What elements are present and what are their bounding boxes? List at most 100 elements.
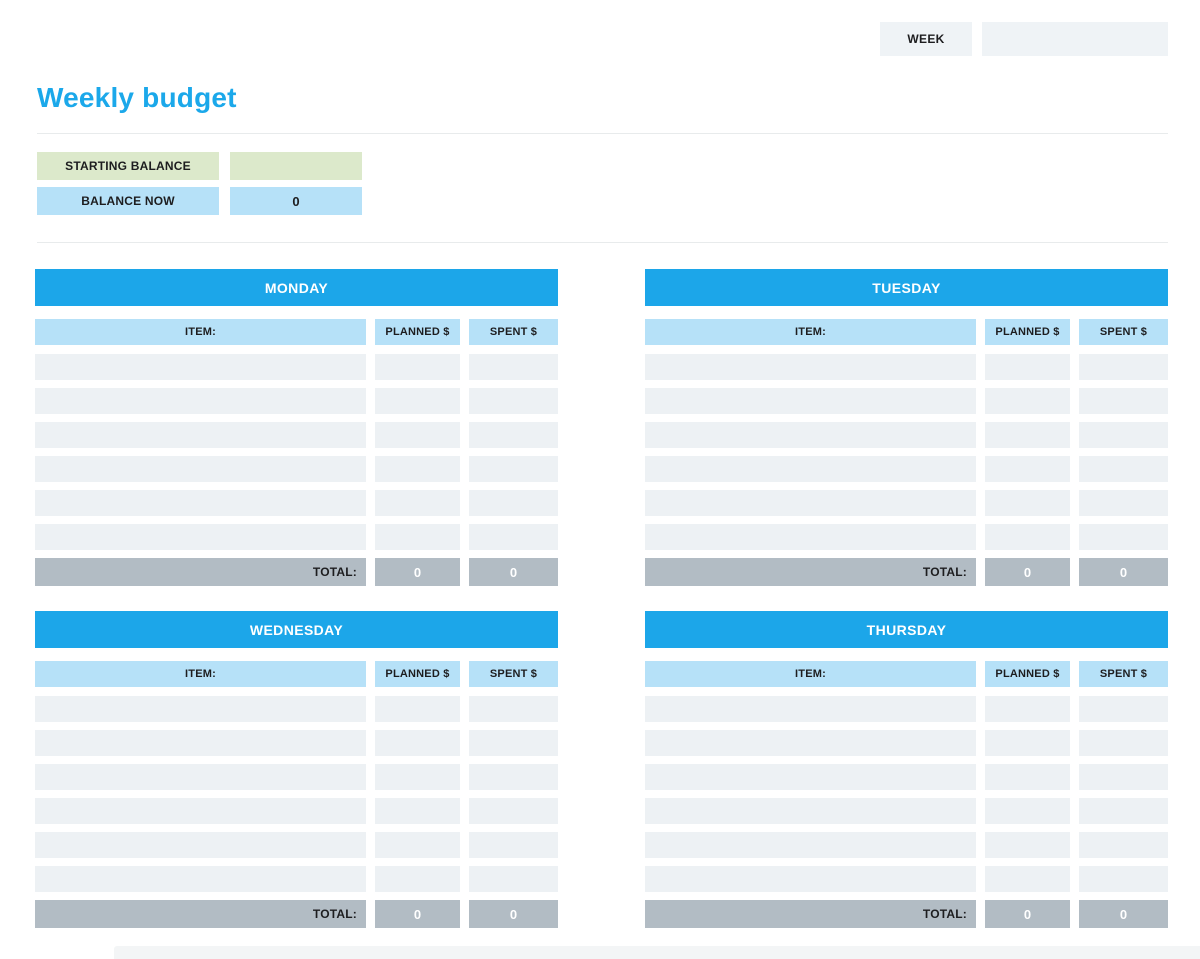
item-cell[interactable] xyxy=(645,832,976,858)
spent-cell[interactable] xyxy=(1079,798,1168,824)
item-cell[interactable] xyxy=(35,422,366,448)
item-cell[interactable] xyxy=(35,490,366,516)
item-cell[interactable] xyxy=(35,524,366,550)
planned-cell[interactable] xyxy=(985,798,1070,824)
spent-cell[interactable] xyxy=(1079,490,1168,516)
item-cell[interactable] xyxy=(645,866,976,892)
planned-cell[interactable] xyxy=(375,422,460,448)
balance-now-value: 0 xyxy=(230,187,362,215)
spent-cell[interactable] xyxy=(469,354,558,380)
item-cell[interactable] xyxy=(35,354,366,380)
planned-cell[interactable] xyxy=(985,422,1070,448)
item-cell[interactable] xyxy=(35,866,366,892)
spent-cell[interactable] xyxy=(1079,730,1168,756)
planned-column-header: PLANNED $ xyxy=(985,661,1070,687)
day-table-tuesday: TUESDAY ITEM: PLANNED $ SPENT $ TOTAL: 0… xyxy=(645,269,1168,586)
planned-cell[interactable] xyxy=(985,866,1070,892)
item-cell[interactable] xyxy=(645,456,976,482)
item-cell[interactable] xyxy=(645,798,976,824)
day-header-wednesday: WEDNESDAY xyxy=(35,611,558,648)
item-cell[interactable] xyxy=(35,456,366,482)
planned-cell[interactable] xyxy=(985,388,1070,414)
spent-total: 0 xyxy=(1079,558,1168,586)
item-cell[interactable] xyxy=(35,730,366,756)
spent-cell[interactable] xyxy=(469,456,558,482)
item-cell[interactable] xyxy=(645,696,976,722)
item-cell[interactable] xyxy=(35,388,366,414)
spent-cell[interactable] xyxy=(1079,866,1168,892)
spent-cell[interactable] xyxy=(469,422,558,448)
planned-cell[interactable] xyxy=(985,764,1070,790)
item-cell[interactable] xyxy=(645,354,976,380)
spent-cell[interactable] xyxy=(1079,524,1168,550)
planned-cell[interactable] xyxy=(375,866,460,892)
spent-cell[interactable] xyxy=(1079,388,1168,414)
planned-cell[interactable] xyxy=(375,388,460,414)
item-cell[interactable] xyxy=(645,388,976,414)
entry-row xyxy=(35,354,558,380)
item-cell[interactable] xyxy=(645,730,976,756)
spent-cell[interactable] xyxy=(469,696,558,722)
spent-cell[interactable] xyxy=(469,524,558,550)
spent-cell[interactable] xyxy=(469,832,558,858)
spent-column-header: SPENT $ xyxy=(469,661,558,687)
day-table-monday: MONDAY ITEM: PLANNED $ SPENT $ TOTAL: 0 … xyxy=(35,269,558,586)
spent-cell[interactable] xyxy=(1079,696,1168,722)
planned-cell[interactable] xyxy=(375,696,460,722)
entry-row xyxy=(645,696,1168,722)
entry-row xyxy=(645,524,1168,550)
item-column-header: ITEM: xyxy=(645,661,976,687)
planned-cell[interactable] xyxy=(375,764,460,790)
starting-balance-value-cell[interactable] xyxy=(230,152,362,180)
spent-column-header: SPENT $ xyxy=(469,319,558,345)
spent-cell[interactable] xyxy=(469,730,558,756)
item-cell[interactable] xyxy=(645,764,976,790)
item-cell[interactable] xyxy=(645,422,976,448)
item-cell[interactable] xyxy=(35,832,366,858)
planned-cell[interactable] xyxy=(375,730,460,756)
planned-cell[interactable] xyxy=(375,490,460,516)
planned-cell[interactable] xyxy=(375,354,460,380)
planned-cell[interactable] xyxy=(985,832,1070,858)
spent-cell[interactable] xyxy=(1079,456,1168,482)
item-cell[interactable] xyxy=(35,764,366,790)
spent-cell[interactable] xyxy=(469,764,558,790)
planned-cell[interactable] xyxy=(985,490,1070,516)
spent-total: 0 xyxy=(469,558,558,586)
day-tables-grid: MONDAY ITEM: PLANNED $ SPENT $ TOTAL: 0 … xyxy=(35,269,1200,928)
planned-cell[interactable] xyxy=(985,456,1070,482)
planned-cell[interactable] xyxy=(375,832,460,858)
column-header-row: ITEM: PLANNED $ SPENT $ xyxy=(35,661,558,687)
spent-cell[interactable] xyxy=(1079,764,1168,790)
item-cell[interactable] xyxy=(35,798,366,824)
planned-cell[interactable] xyxy=(375,456,460,482)
item-column-header: ITEM: xyxy=(35,661,366,687)
spent-cell[interactable] xyxy=(1079,354,1168,380)
spent-cell[interactable] xyxy=(469,490,558,516)
entry-row xyxy=(35,798,558,824)
spent-cell[interactable] xyxy=(469,798,558,824)
item-cell[interactable] xyxy=(35,696,366,722)
planned-cell[interactable] xyxy=(985,730,1070,756)
spent-cell[interactable] xyxy=(469,388,558,414)
planned-cell[interactable] xyxy=(985,354,1070,380)
entry-row xyxy=(35,764,558,790)
spent-cell[interactable] xyxy=(1079,832,1168,858)
planned-cell[interactable] xyxy=(375,798,460,824)
spent-cell[interactable] xyxy=(469,866,558,892)
spent-total: 0 xyxy=(1079,900,1168,928)
planned-cell[interactable] xyxy=(985,524,1070,550)
entry-row xyxy=(645,422,1168,448)
item-cell[interactable] xyxy=(645,490,976,516)
planned-cell[interactable] xyxy=(375,524,460,550)
spent-cell[interactable] xyxy=(1079,422,1168,448)
item-cell[interactable] xyxy=(645,524,976,550)
planned-cell[interactable] xyxy=(985,696,1070,722)
entry-row xyxy=(645,764,1168,790)
day-header-monday: MONDAY xyxy=(35,269,558,306)
balance-section: STARTING BALANCE BALANCE NOW 0 xyxy=(37,152,1200,215)
week-value-cell[interactable] xyxy=(982,22,1168,56)
bottom-band xyxy=(114,946,1200,959)
item-column-header: ITEM: xyxy=(645,319,976,345)
planned-total: 0 xyxy=(375,558,460,586)
